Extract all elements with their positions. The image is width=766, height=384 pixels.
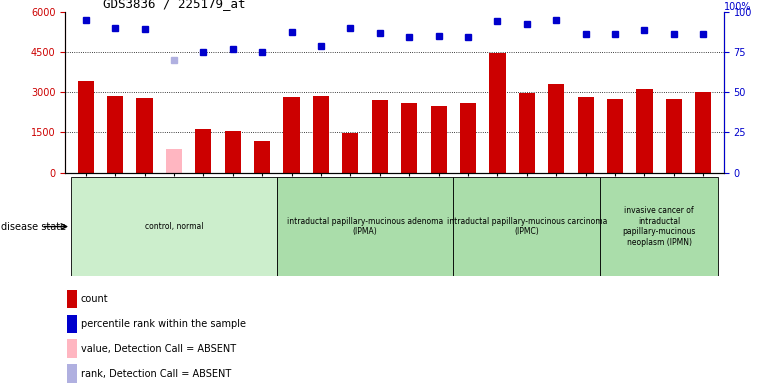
Text: intraductal papillary-mucinous carcinoma
(IPMC): intraductal papillary-mucinous carcinoma… (447, 217, 607, 236)
Bar (67, 339, 77, 358)
Bar (136, 98, 152, 173)
Text: percentile rank within the sample: percentile rank within the sample (81, 319, 246, 329)
Bar (696, 92, 712, 173)
Text: disease state: disease state (1, 222, 66, 232)
Bar (107, 96, 123, 173)
Bar (430, 106, 447, 173)
Bar (67, 290, 77, 308)
Text: GDS3836 / 225179_at: GDS3836 / 225179_at (103, 0, 246, 10)
Bar (67, 364, 77, 383)
Bar (401, 103, 417, 173)
Bar (601, 177, 718, 276)
Bar (637, 89, 653, 173)
Text: 100%: 100% (724, 2, 751, 12)
Text: invasive cancer of
intraductal
papillary-mucinous
neoplasm (IPMN): invasive cancer of intraductal papillary… (623, 207, 696, 247)
Bar (71, 177, 277, 276)
Bar (578, 97, 594, 173)
Bar (165, 149, 182, 173)
Bar (77, 81, 93, 173)
Text: intraductal papillary-mucinous adenoma
(IPMA): intraductal papillary-mucinous adenoma (… (287, 217, 444, 236)
Bar (607, 99, 624, 173)
Bar (548, 84, 565, 173)
Bar (277, 177, 453, 276)
Bar (195, 129, 211, 173)
Bar (453, 177, 601, 276)
Text: count: count (81, 294, 109, 304)
Bar (460, 103, 476, 173)
Bar (372, 100, 388, 173)
Bar (67, 314, 77, 333)
Bar (224, 131, 241, 173)
Text: rank, Detection Call = ABSENT: rank, Detection Call = ABSENT (81, 369, 231, 379)
Bar (666, 99, 682, 173)
Text: value, Detection Call = ABSENT: value, Detection Call = ABSENT (81, 344, 236, 354)
Bar (342, 133, 358, 173)
Bar (519, 93, 535, 173)
Bar (489, 53, 506, 173)
Bar (313, 96, 329, 173)
Bar (283, 97, 300, 173)
Bar (254, 141, 270, 173)
Text: control, normal: control, normal (145, 222, 203, 231)
